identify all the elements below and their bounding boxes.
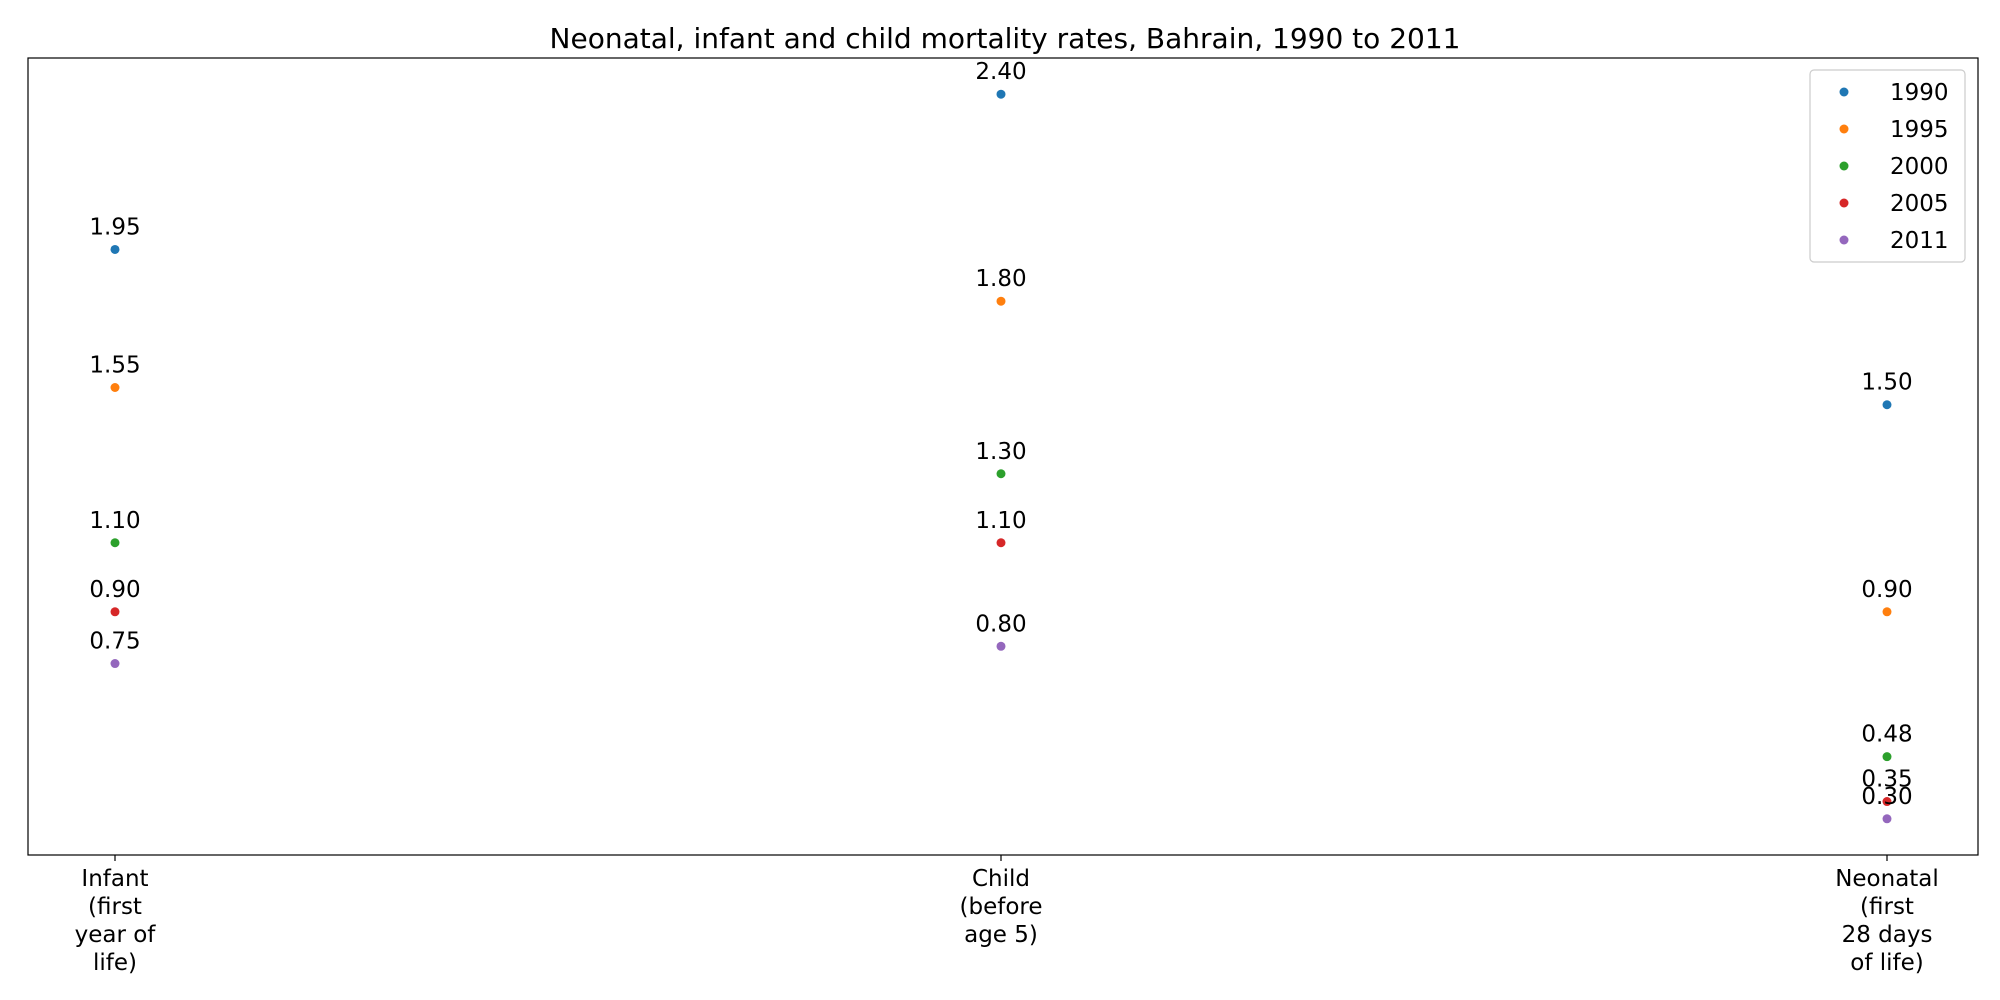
data-point-1995 <box>110 382 120 392</box>
data-label: 0.35 <box>1861 767 1912 793</box>
legend-marker-1990 <box>1839 87 1849 97</box>
data-point-2011 <box>1882 814 1892 824</box>
legend-label[interactable]: 1995 <box>1890 117 1949 143</box>
legend[interactable]: 1990 1995 2000 2005 2011 <box>1809 69 1966 263</box>
data-point-2000 <box>110 538 120 548</box>
data-label: 0.75 <box>89 629 140 655</box>
data-label: 0.80 <box>975 611 1026 637</box>
data-label: 0.48 <box>1861 722 1912 748</box>
x-tick-label: Infant (first year of life) <box>75 866 157 976</box>
data-point-1990 <box>110 244 120 254</box>
legend-label[interactable]: 1990 <box>1890 80 1949 106</box>
legend-label[interactable]: 2000 <box>1890 154 1949 180</box>
chart-title: Neonatal, infant and child mortality rat… <box>550 22 1461 55</box>
data-label: 1.80 <box>975 266 1026 292</box>
x-tick-label: Neonatal (first 28 days of life) <box>1835 866 1939 976</box>
data-label: 2.40 <box>975 59 1026 85</box>
data-point-2005 <box>110 607 120 617</box>
data-point-2011 <box>996 641 1006 651</box>
data-point-2000 <box>1882 752 1892 762</box>
data-point-1990 <box>1882 400 1892 410</box>
x-axis: Infant (first year of life) Child (before age … <box>75 855 1939 976</box>
legend-marker-1995 <box>1839 124 1849 134</box>
plot-area-frame <box>27 57 1979 856</box>
data-point-2011 <box>110 659 120 669</box>
data-point-2005 <box>1882 797 1892 807</box>
data-label: 1.10 <box>89 508 140 534</box>
data-label: 1.30 <box>975 439 1026 465</box>
data-label: 1.95 <box>89 214 140 240</box>
data-point-2000 <box>996 469 1006 479</box>
data-point-1995 <box>1882 607 1892 617</box>
legend-marker-2011 <box>1839 235 1849 245</box>
data-point-1995 <box>996 296 1006 306</box>
legend-marker-2000 <box>1839 161 1849 171</box>
x-tick-label: Child (before age 5) <box>960 866 1043 948</box>
legend-frame <box>1809 69 1966 263</box>
data-label: 0.90 <box>1861 577 1912 603</box>
data-points: 1.95 2.40 1.50 1.55 1.80 0.90 1.10 1.30 0.48 0.90… <box>89 59 1913 824</box>
legend-marker-2005 <box>1839 198 1849 208</box>
legend-label[interactable]: 2011 <box>1890 228 1949 254</box>
data-label: 1.10 <box>975 508 1026 534</box>
data-label: 1.50 <box>1861 370 1912 396</box>
data-point-2005 <box>996 538 1006 548</box>
data-label: 0.90 <box>89 577 140 603</box>
data-point-1990 <box>996 89 1006 99</box>
data-label: 0.30 <box>1861 784 1912 810</box>
legend-label[interactable]: 2005 <box>1890 191 1949 217</box>
data-label: 1.55 <box>89 352 140 378</box>
